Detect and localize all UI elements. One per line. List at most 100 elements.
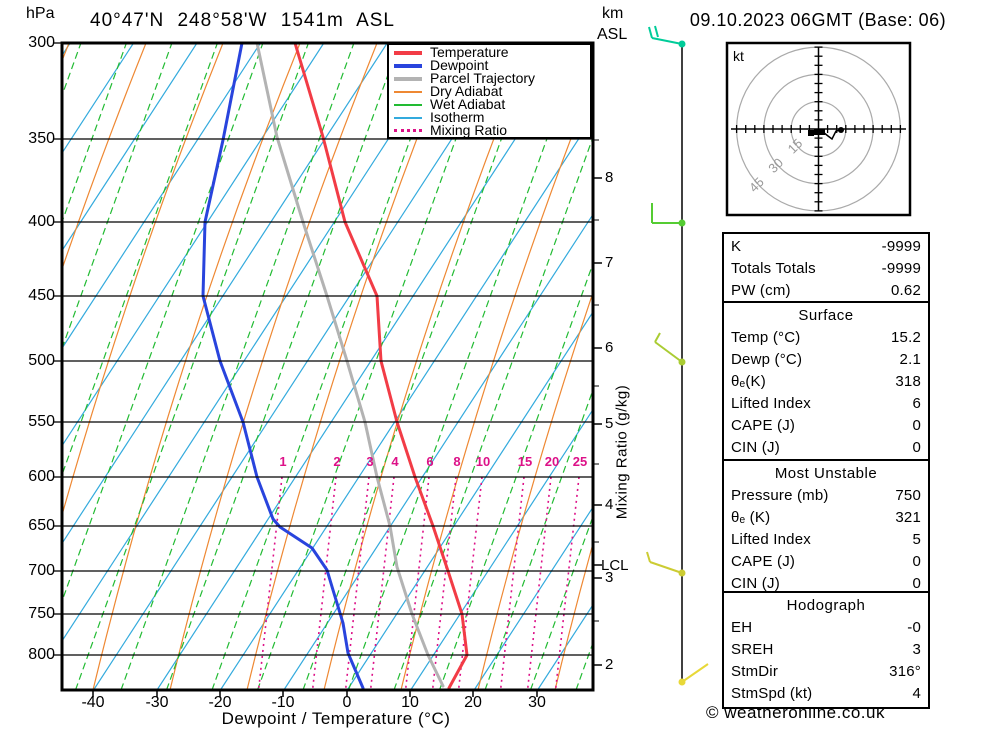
indices-row-label: Lifted Index: [731, 395, 811, 412]
legend-line-sample: [394, 50, 422, 55]
pressure-tick-label: 400: [28, 213, 55, 230]
mixing-ratio-value-label: 10: [475, 454, 491, 469]
pressure-tick-label: 500: [28, 352, 55, 369]
indices-row-label: CIN (J): [731, 575, 780, 592]
mixing-ratio-value-label: 6: [426, 454, 434, 469]
indices-row: Pressure (mb) 750: [724, 485, 928, 507]
indices-row-label: Totals Totals: [731, 260, 816, 277]
legend-item-label: Isotherm: [430, 109, 485, 125]
mixing-ratio-value-label: 25: [572, 454, 588, 469]
indices-row-value: 3: [912, 641, 921, 658]
pressure-tick-label: 700: [28, 562, 55, 579]
indices-row: CIN (J) 0: [724, 437, 928, 459]
indices-box-header: Hodograph: [786, 597, 866, 614]
indices-row-value: 15.2: [891, 329, 921, 346]
legend-line-sample: [394, 129, 422, 132]
mixing-ratio-value-label: 3: [366, 454, 374, 469]
legend-line-sample: [394, 116, 422, 119]
indices-row: Totals Totals -9999: [724, 258, 928, 280]
legend-item: Wet Adiabat: [389, 96, 590, 112]
mixing-ratio-axis-label: Mixing Ratio (g/kg): [613, 384, 631, 520]
indices-box-header: Most Unstable: [774, 465, 878, 482]
mixing-ratio-value-label: 8: [453, 454, 461, 469]
legend-item: Temperature: [389, 45, 590, 59]
mixing-ratio-value-label: 2: [333, 454, 341, 469]
wind-barb: [648, 25, 686, 48]
indices-row: CAPE (J) 0: [724, 551, 928, 573]
indices-row: Dewp (°C) 2.1: [724, 349, 928, 371]
pressure-tick-label: 800: [28, 646, 55, 663]
indices-box: Most Unstable Pressure (mb) 750 θₑ (K) 321 Li…: [722, 459, 930, 599]
wind-barb: [646, 551, 686, 577]
pressure-unit-label: hPa: [26, 5, 55, 22]
wet-adiabat-lines: [62, 43, 593, 690]
legend-item-label: Mixing Ratio: [430, 122, 508, 138]
indices-row-value: 5: [912, 531, 921, 548]
legend-item-label: Dry Adiabat: [430, 83, 503, 99]
temperature-tick-label: 30: [528, 694, 546, 711]
indices-row: Temp (°C) 15.2: [724, 327, 928, 349]
indices-row-label: θₑ(K): [731, 373, 766, 390]
indices-row: Lifted Index 5: [724, 529, 928, 551]
indices-row-value: 2.1: [899, 351, 921, 368]
wind-barb: [651, 203, 686, 227]
plot-grid-layer: [62, 43, 593, 690]
legend-line-sample: [394, 103, 422, 106]
pressure-tick-label: 350: [28, 130, 55, 147]
pressure-gridlines: [54, 42, 593, 656]
wind-barb: [654, 332, 686, 366]
parcel-trajectory-curve: [255, 43, 445, 688]
temperature-tick-label: 0: [342, 694, 352, 711]
temperature-tick-label: 20: [464, 694, 482, 711]
legend-item: Dewpoint: [389, 58, 590, 72]
run-date-label: 09.10.2023 06GMT (Base: 06): [689, 10, 947, 30]
legend-item: Dry Adiabat: [389, 83, 590, 99]
temperature-curve: [293, 43, 469, 690]
pressure-tick-label: 450: [28, 287, 55, 304]
isotherm-lines: [62, 43, 593, 690]
indices-row-value: 321: [895, 509, 921, 526]
temperature-tick-label: -40: [81, 694, 105, 711]
indices-row: PW (cm) 0.62: [724, 280, 928, 302]
indices-row-value: 750: [895, 487, 921, 504]
indices-row: θₑ (K) 321: [724, 507, 928, 529]
legend-line-sample: [394, 63, 422, 68]
indices-row-label: K: [731, 238, 742, 255]
legend-item-label: Wet Adiabat: [430, 96, 506, 112]
indices-box: Surface Temp (°C) 15.2 Dewp (°C) 2.1 θₑ(K) 318…: [722, 301, 930, 463]
indices-row: CAPE (J) 0: [724, 415, 928, 437]
indices-box: K -9999 Totals Totals -9999 PW (cm) 0.62: [722, 232, 930, 306]
indices-row-value: 0: [912, 439, 921, 456]
pressure-tick-label: 750: [28, 605, 55, 622]
dewpoint-curve: [201, 43, 365, 690]
altitude-tick-label: 7: [605, 254, 614, 271]
indices-row-value: -9999: [881, 238, 921, 255]
indices-row-label: Pressure (mb): [731, 487, 829, 504]
indices-row: CIN (J) 0: [724, 573, 928, 595]
legend-box: Temperature Dewpoint Parcel Trajectory Dry …: [387, 43, 592, 139]
temperature-tick-label: -30: [145, 694, 169, 711]
indices-row-label: Temp (°C): [731, 329, 801, 346]
indices-row-label: SREH: [731, 641, 774, 658]
pressure-tick-label: 650: [28, 517, 55, 534]
mixing-ratio-lines: [257, 476, 580, 690]
altitude-tick-label: 5: [605, 415, 614, 432]
indices-row-value: 0: [912, 575, 921, 592]
mixing-ratio-value-label: 15: [517, 454, 533, 469]
altitude-tick-label: 3: [605, 569, 614, 586]
indices-row-value: 6: [912, 395, 921, 412]
legend-line-sample: [394, 90, 422, 93]
altitude-tick-label: 4: [605, 496, 614, 513]
altitude-tick-label: 6: [605, 339, 614, 356]
indices-row-label: PW (cm): [731, 282, 791, 299]
indices-row: StmDir 316°: [724, 661, 928, 683]
indices-row-label: Lifted Index: [731, 531, 811, 548]
temperature-tick-label: 10: [401, 694, 419, 711]
indices-row-label: CAPE (J): [731, 553, 796, 570]
indices-row-value: 0.62: [891, 282, 921, 299]
indices-row-value: 316°: [889, 663, 921, 680]
legend-item: Parcel Trajectory: [389, 71, 590, 85]
legend-item: Isotherm: [389, 109, 590, 125]
